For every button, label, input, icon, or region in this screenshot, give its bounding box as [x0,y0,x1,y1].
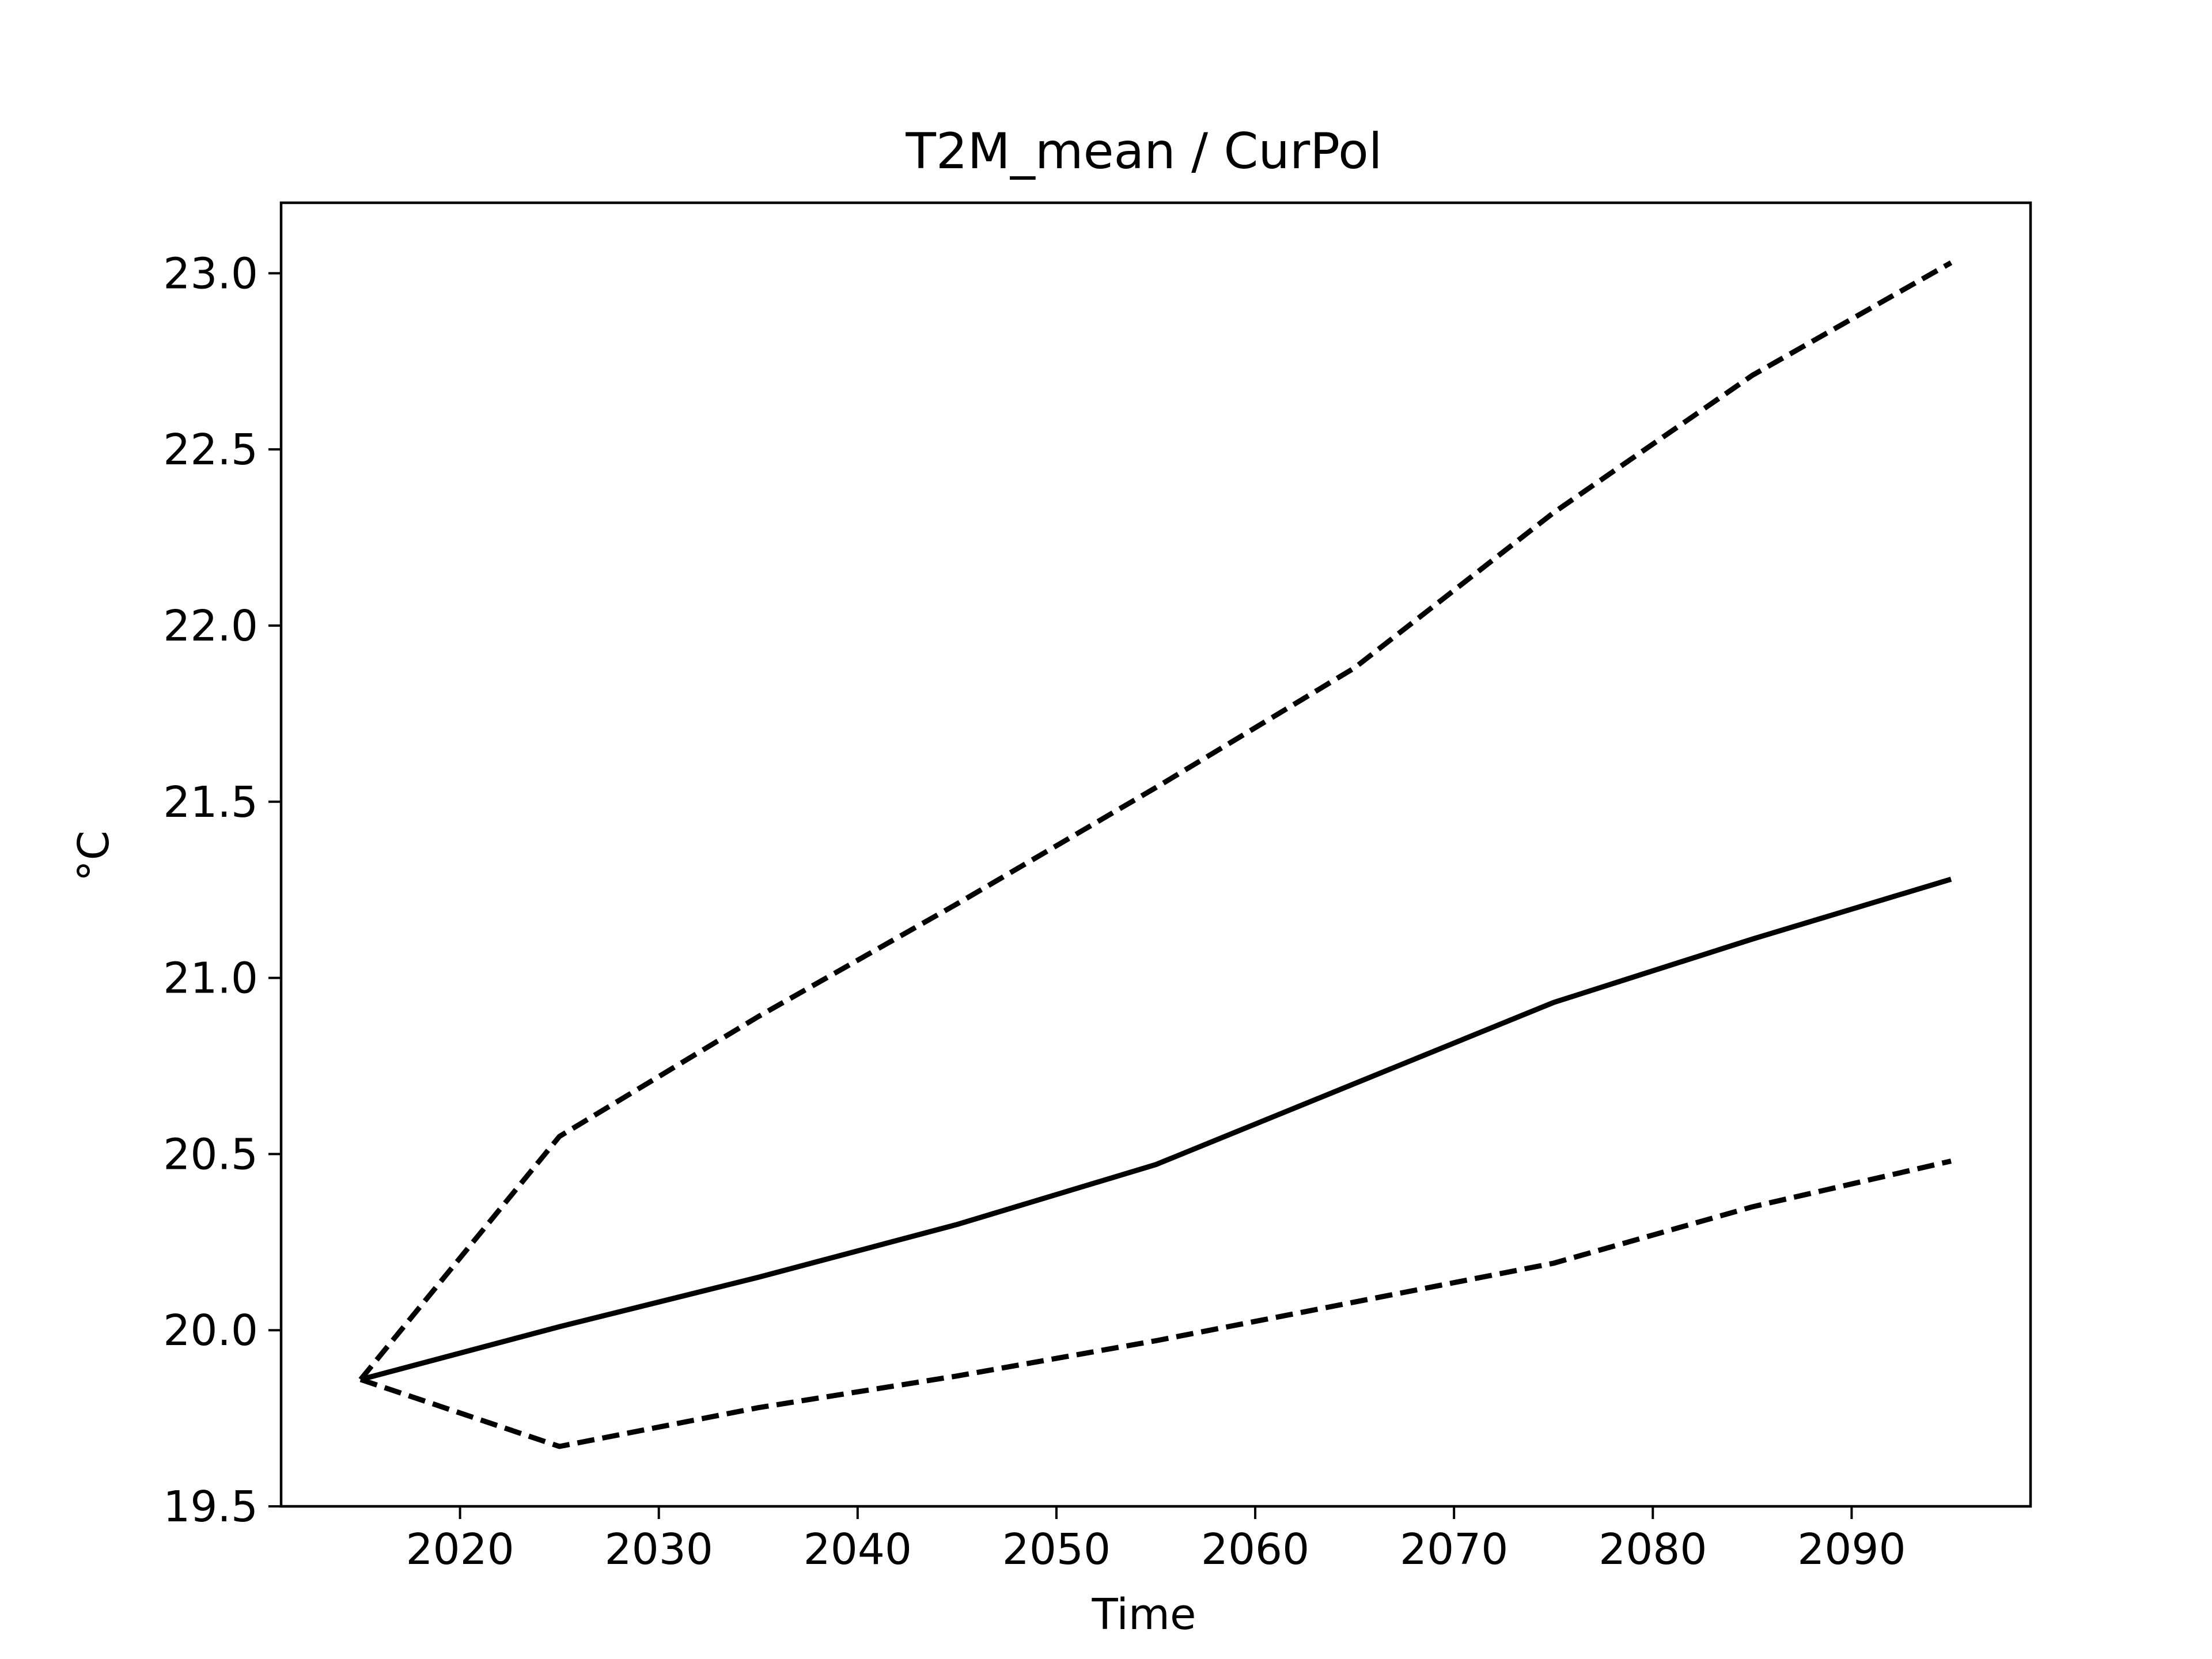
x-axis-label: Time [1091,1590,1196,1639]
y-axis-label: °C [69,831,119,882]
y-tick-label: 21.0 [163,954,258,1003]
x-tick-label: 2050 [1002,1525,1111,1574]
y-tick-label: 23.0 [163,249,258,298]
x-tick-label: 2080 [1599,1525,1707,1574]
axes: 2020 2030 2040 2050 2060 2070 2080 2090 19.5 20.0… [163,201,2032,1574]
y-tick-label: 22.5 [163,425,258,475]
x-tick-label: 2040 [804,1525,912,1574]
series-line-2 [358,260,1953,1381]
x-tick-label: 2070 [1400,1525,1508,1574]
y-tick-label: 20.0 [163,1306,258,1355]
y-tick-label: 21.5 [163,778,258,827]
x-tick-label: 2090 [1797,1525,1906,1574]
y-tick-label: 20.5 [163,1130,258,1179]
x-tick-label: 2030 [605,1525,713,1574]
chart-title: T2M_mean / CurPol [905,123,1382,180]
y-tick-label: 19.5 [163,1482,258,1532]
series-line-1 [359,876,1952,1382]
series-line-3 [359,1158,1952,1449]
x-tick-label: 2020 [406,1525,514,1574]
axes-frame [279,201,2032,1508]
y-tick-label: 22.0 [163,601,258,651]
x-tick-label: 2060 [1201,1525,1309,1574]
plot-area [358,260,1953,1449]
